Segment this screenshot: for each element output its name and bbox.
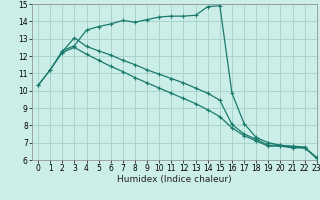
X-axis label: Humidex (Indice chaleur): Humidex (Indice chaleur)	[117, 175, 232, 184]
